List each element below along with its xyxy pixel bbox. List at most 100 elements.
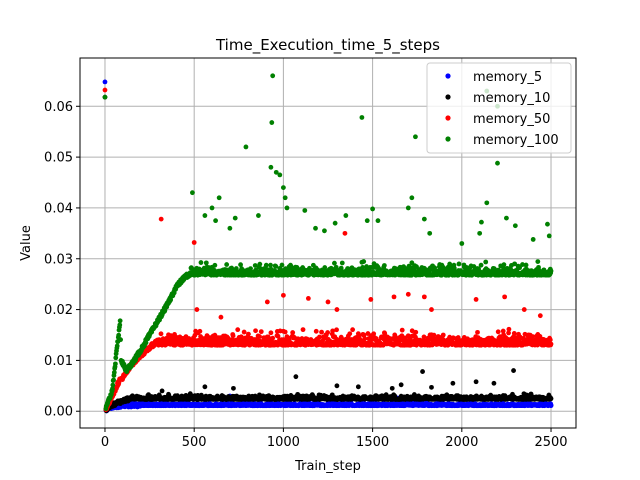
data-point bbox=[270, 335, 276, 341]
data-point bbox=[475, 329, 480, 335]
data-point bbox=[263, 262, 269, 268]
data-point bbox=[391, 294, 397, 300]
data-point bbox=[282, 329, 288, 335]
data-point bbox=[197, 328, 203, 334]
data-point bbox=[313, 328, 319, 334]
data-point bbox=[280, 292, 286, 298]
data-point bbox=[241, 329, 247, 335]
data-point bbox=[537, 313, 543, 319]
data-point bbox=[279, 262, 285, 268]
data-point bbox=[191, 240, 197, 245]
data-point bbox=[511, 368, 516, 373]
data-point bbox=[158, 216, 164, 222]
data-point bbox=[290, 330, 296, 335]
data-point bbox=[399, 327, 405, 333]
data-point bbox=[257, 334, 262, 339]
data-point bbox=[128, 394, 134, 400]
data-point bbox=[258, 329, 264, 335]
data-point bbox=[548, 402, 554, 408]
data-point bbox=[388, 402, 393, 408]
data-point bbox=[230, 333, 236, 339]
data-point bbox=[117, 318, 123, 324]
data-point bbox=[501, 262, 507, 268]
data-point bbox=[389, 385, 395, 391]
data-point bbox=[212, 262, 218, 268]
data-point bbox=[342, 230, 348, 236]
data-point bbox=[429, 384, 434, 390]
data-point bbox=[381, 263, 387, 268]
data-point bbox=[253, 328, 258, 334]
data-point bbox=[117, 322, 123, 328]
data-point bbox=[429, 307, 434, 312]
data-point bbox=[257, 261, 263, 267]
data-point bbox=[114, 343, 120, 349]
data-point bbox=[421, 294, 427, 300]
data-point bbox=[218, 314, 224, 320]
data-point bbox=[155, 338, 161, 344]
data-point bbox=[413, 329, 419, 335]
data-point bbox=[495, 329, 501, 335]
data-point bbox=[116, 332, 122, 338]
data-point bbox=[334, 383, 340, 389]
data-point bbox=[118, 337, 123, 343]
data-point bbox=[511, 331, 517, 336]
data-point bbox=[137, 403, 143, 409]
data-point bbox=[332, 260, 337, 266]
data-point bbox=[102, 94, 108, 100]
data-point bbox=[502, 294, 508, 300]
data-point bbox=[300, 327, 306, 333]
data-point bbox=[368, 297, 374, 302]
chart-title: Time_Execution_time_5_steps bbox=[215, 36, 440, 55]
data-point bbox=[547, 337, 553, 343]
data-point bbox=[441, 402, 447, 408]
data-point bbox=[506, 326, 512, 332]
data-point bbox=[319, 329, 324, 335]
data-point bbox=[478, 262, 484, 268]
data-point bbox=[450, 380, 456, 386]
series-memory_5 bbox=[102, 79, 554, 414]
data-point bbox=[235, 327, 241, 333]
data-point bbox=[440, 332, 446, 338]
data-point bbox=[491, 380, 497, 386]
data-point bbox=[203, 260, 209, 266]
data-point bbox=[420, 369, 425, 374]
data-point bbox=[405, 291, 411, 297]
data-point bbox=[361, 259, 367, 264]
data-point bbox=[334, 307, 340, 312]
data-point bbox=[158, 331, 164, 337]
data-point bbox=[548, 396, 554, 401]
data-point bbox=[112, 361, 118, 367]
data-point bbox=[334, 327, 339, 333]
data-point bbox=[110, 382, 116, 388]
data-point bbox=[325, 299, 331, 305]
data-point bbox=[483, 259, 489, 265]
data-point bbox=[264, 299, 270, 305]
data-point bbox=[521, 307, 527, 312]
data-point bbox=[231, 385, 236, 391]
data-point bbox=[355, 384, 361, 390]
data-point bbox=[159, 388, 165, 394]
data-point bbox=[202, 384, 208, 390]
data-point bbox=[473, 379, 479, 385]
data-point bbox=[456, 261, 462, 267]
data-point bbox=[339, 260, 345, 266]
data-point bbox=[398, 382, 404, 388]
data-points bbox=[102, 73, 554, 414]
data-point bbox=[224, 262, 230, 267]
data-point bbox=[194, 307, 200, 312]
data-point bbox=[293, 374, 299, 380]
data-point bbox=[305, 295, 311, 301]
data-point bbox=[198, 260, 204, 265]
data-point bbox=[325, 330, 331, 335]
data-point bbox=[227, 402, 233, 408]
data-point bbox=[495, 402, 500, 408]
data-point bbox=[102, 87, 108, 93]
data-point bbox=[268, 330, 274, 336]
data-point bbox=[535, 259, 541, 265]
data-point bbox=[350, 327, 356, 333]
data-point bbox=[473, 297, 479, 302]
data-point bbox=[173, 402, 179, 408]
data-point bbox=[280, 402, 286, 408]
data-point bbox=[548, 341, 554, 347]
